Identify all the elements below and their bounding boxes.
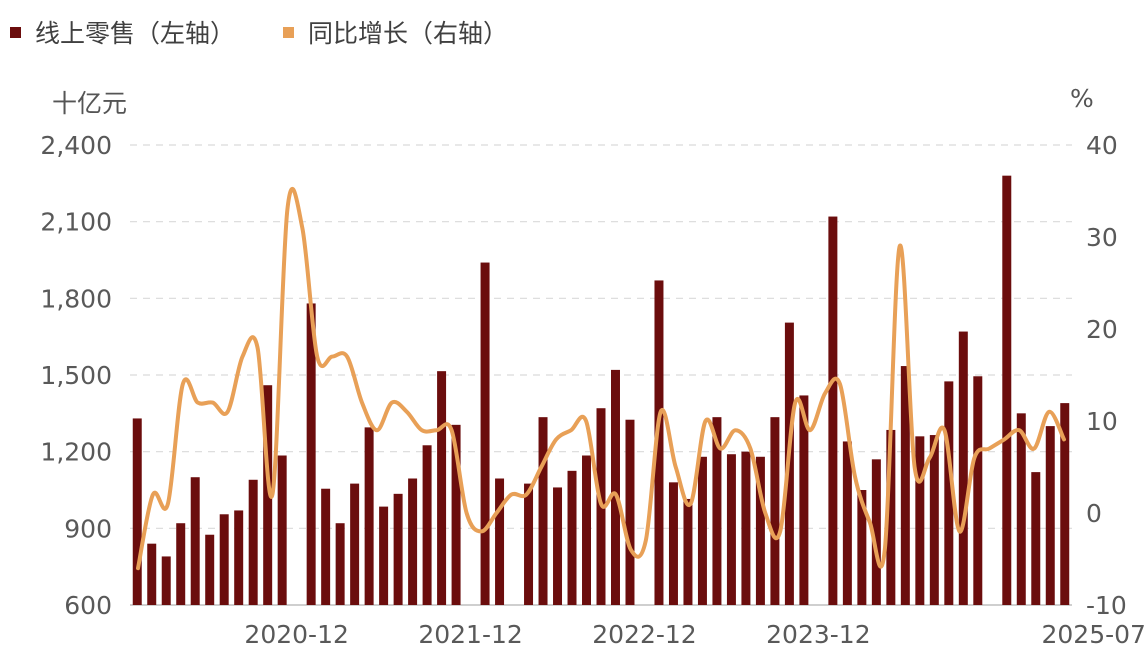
bar	[495, 478, 505, 605]
legend-label-online-retail: 线上零售（左轴）	[35, 19, 236, 48]
legend-swatch-bar	[10, 26, 21, 38]
bar	[1016, 413, 1026, 605]
bar	[350, 483, 360, 605]
bar	[842, 441, 852, 605]
legend-item-online-retail[interactable]: 线上零售（左轴）	[10, 14, 235, 50]
bar	[929, 435, 939, 605]
bar	[553, 487, 563, 605]
left-axis-tick-label: 1,200	[40, 438, 112, 467]
bar	[900, 366, 910, 605]
bar	[248, 479, 258, 605]
bar	[306, 303, 316, 605]
bar	[857, 490, 867, 605]
bar	[799, 395, 809, 605]
bar	[712, 417, 722, 605]
bar	[755, 456, 765, 605]
left-axis-tick-label: 1,800	[40, 284, 112, 313]
bar	[263, 385, 273, 605]
left-axis-tick-label: 2,400	[40, 131, 112, 160]
bar	[668, 482, 678, 605]
legend-label-yoy-growth: 同比增长（右轴）	[308, 19, 509, 48]
bar	[176, 523, 186, 605]
bar	[683, 498, 693, 605]
legend-swatch-line	[283, 26, 295, 38]
bar	[741, 451, 751, 605]
bar	[132, 418, 142, 605]
bar	[379, 506, 389, 605]
bar	[973, 376, 983, 605]
bar	[582, 455, 592, 605]
bar	[1031, 472, 1041, 605]
x-axis-tick-label: 2023-12	[766, 620, 870, 649]
bar	[234, 510, 244, 605]
bar	[871, 459, 881, 605]
right-axis-tick-label: -10	[1086, 591, 1127, 620]
bar	[408, 478, 418, 605]
bar	[219, 514, 229, 605]
bar	[147, 543, 157, 605]
bar	[393, 493, 403, 605]
right-axis-tick-label: 0	[1086, 499, 1102, 528]
bar	[726, 454, 736, 605]
left-axis-tick-label: 900	[64, 514, 112, 543]
bar	[915, 436, 925, 605]
legend-item-yoy-growth[interactable]: 同比增长（右轴）	[283, 14, 508, 50]
right-axis-tick-label: 40	[1086, 131, 1118, 160]
bar	[437, 371, 447, 605]
right-axis-unit: %	[1070, 84, 1094, 113]
legend: 线上零售（左轴） 同比增长（右轴）	[10, 14, 556, 50]
bar	[364, 427, 374, 605]
bar	[1002, 175, 1012, 605]
bar	[480, 262, 490, 605]
x-axis-tick-label: 2025-07	[1042, 620, 1146, 649]
left-axis-tick-label: 2,100	[40, 208, 112, 237]
bar	[770, 417, 780, 605]
left-axis-tick-label: 600	[64, 591, 112, 620]
bar	[277, 455, 287, 605]
bar	[1060, 403, 1070, 605]
bar	[205, 534, 215, 605]
bar	[886, 429, 896, 605]
bar	[524, 483, 534, 605]
x-axis-tick-label: 2020-12	[244, 620, 348, 649]
bar	[654, 280, 664, 605]
bar	[610, 369, 620, 605]
bar	[1045, 426, 1055, 605]
left-axis-unit: 十亿元	[52, 89, 128, 118]
bar	[697, 456, 707, 605]
right-axis-tick-label: 20	[1086, 315, 1118, 344]
bar	[567, 470, 577, 605]
bar	[321, 488, 331, 605]
x-axis-tick-label: 2021-12	[418, 620, 522, 649]
right-axis-tick-label: 10	[1086, 407, 1118, 436]
bar	[161, 556, 171, 605]
bar	[828, 216, 838, 606]
bar	[944, 381, 954, 605]
bar	[958, 331, 968, 605]
bar	[335, 523, 345, 605]
bar	[625, 419, 635, 605]
yoy-growth-line	[136, 187, 1066, 571]
left-axis-tick-label: 1,500	[40, 361, 112, 390]
x-axis-tick-label: 2022-12	[592, 620, 696, 649]
bar	[190, 477, 200, 605]
right-axis-tick-label: 30	[1086, 223, 1118, 252]
bar	[451, 424, 461, 605]
bar	[422, 445, 432, 605]
bar	[538, 417, 548, 605]
